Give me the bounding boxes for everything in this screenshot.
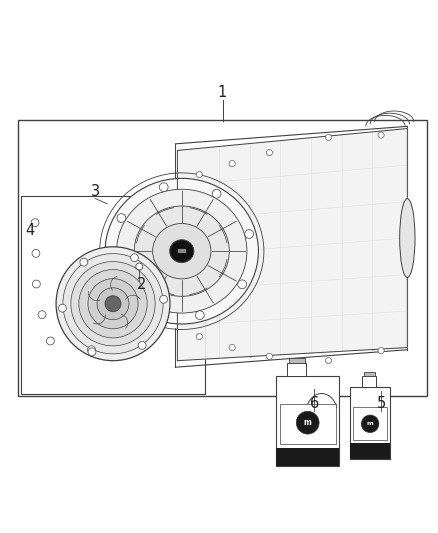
Polygon shape	[177, 128, 407, 361]
Circle shape	[38, 311, 46, 319]
Circle shape	[296, 411, 319, 434]
Ellipse shape	[105, 179, 258, 324]
Circle shape	[31, 219, 39, 227]
Circle shape	[266, 353, 272, 359]
Circle shape	[229, 160, 235, 167]
Circle shape	[160, 295, 168, 303]
Circle shape	[229, 344, 235, 351]
Bar	[362, 376, 376, 387]
Circle shape	[325, 358, 332, 364]
Text: 5: 5	[376, 396, 386, 411]
Circle shape	[159, 183, 168, 191]
Circle shape	[58, 304, 66, 312]
Circle shape	[46, 337, 54, 345]
Bar	[276, 448, 339, 466]
Bar	[353, 407, 387, 440]
Circle shape	[196, 334, 202, 340]
Circle shape	[80, 258, 88, 266]
Circle shape	[88, 279, 138, 329]
Circle shape	[105, 296, 121, 312]
Bar	[21, 197, 205, 393]
Text: m: m	[304, 418, 311, 427]
Circle shape	[131, 254, 138, 262]
Circle shape	[136, 263, 143, 270]
Circle shape	[32, 280, 40, 288]
Circle shape	[212, 189, 221, 198]
Ellipse shape	[399, 199, 415, 278]
Circle shape	[378, 348, 384, 354]
Text: 6: 6	[310, 396, 319, 411]
Bar	[350, 387, 390, 459]
Circle shape	[32, 249, 40, 257]
Circle shape	[63, 254, 163, 354]
Circle shape	[88, 348, 96, 356]
Circle shape	[245, 230, 254, 238]
Circle shape	[117, 214, 126, 222]
Circle shape	[56, 247, 170, 361]
Text: 2: 2	[137, 277, 146, 293]
Bar	[364, 372, 374, 376]
Text: 1: 1	[218, 85, 227, 100]
Ellipse shape	[134, 206, 230, 296]
Text: 3: 3	[91, 184, 100, 199]
Text: m: m	[367, 421, 374, 426]
Circle shape	[97, 288, 129, 320]
Circle shape	[79, 270, 147, 338]
Bar	[276, 376, 339, 466]
Circle shape	[88, 346, 95, 354]
Circle shape	[361, 415, 379, 433]
Circle shape	[378, 132, 384, 138]
Circle shape	[238, 280, 247, 289]
Circle shape	[142, 304, 151, 313]
Circle shape	[266, 150, 272, 156]
Bar	[289, 358, 305, 363]
Circle shape	[138, 342, 146, 349]
Bar	[350, 443, 390, 459]
Text: 4: 4	[25, 223, 35, 238]
Circle shape	[110, 264, 119, 273]
Circle shape	[195, 311, 204, 320]
Bar	[287, 363, 307, 376]
Circle shape	[196, 172, 202, 177]
Circle shape	[325, 134, 332, 140]
Ellipse shape	[152, 223, 211, 279]
Bar	[280, 404, 336, 444]
Ellipse shape	[170, 240, 194, 263]
Circle shape	[71, 262, 155, 346]
Bar	[18, 120, 427, 395]
Ellipse shape	[117, 189, 247, 313]
